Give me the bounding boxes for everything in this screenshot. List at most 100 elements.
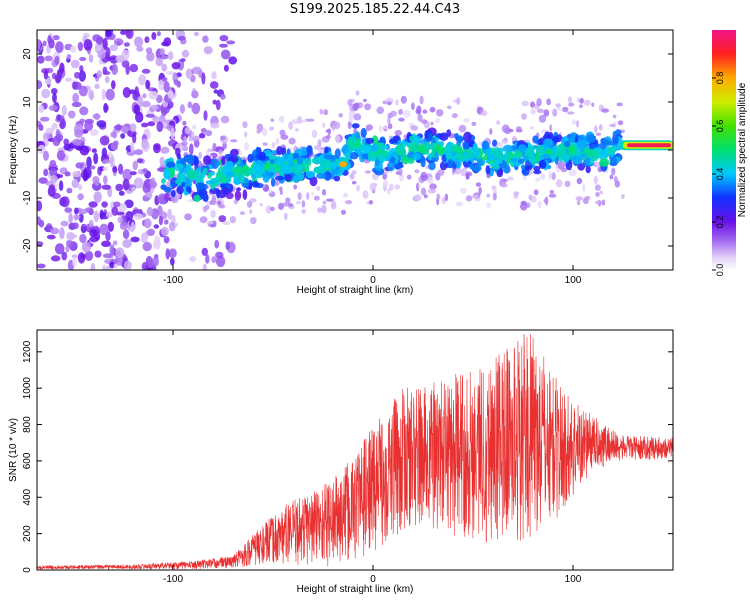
heatmap-cell bbox=[51, 122, 58, 130]
heatmap-cell bbox=[92, 181, 102, 191]
heatmap-cell bbox=[142, 168, 148, 173]
heatmap-y-axis: -20 -10 0 10 20 bbox=[22, 48, 673, 253]
heatmap-cell bbox=[236, 187, 241, 192]
heatmap-cell bbox=[64, 77, 73, 82]
heatmap-cell bbox=[576, 97, 580, 103]
heatmap-cell bbox=[79, 56, 87, 62]
heatmap-cell bbox=[192, 135, 200, 141]
heatmap-cell bbox=[472, 151, 478, 158]
heatmap-cell bbox=[131, 186, 136, 192]
heatmap-cell bbox=[333, 175, 341, 182]
heatmap-cell bbox=[162, 77, 168, 82]
snr-panel: -100 0 100 0 200 400 600 800 1000 1200 Height of… bbox=[8, 329, 674, 595]
heatmap-cell bbox=[147, 121, 156, 127]
heatmap-cell bbox=[583, 99, 591, 106]
heatmap-cell bbox=[99, 223, 109, 235]
heatmap-cell bbox=[423, 194, 428, 199]
heatmap-cell bbox=[133, 213, 143, 220]
heatmap-cell bbox=[295, 128, 299, 132]
heatmap-cell bbox=[496, 120, 501, 125]
heatmap-cell bbox=[239, 211, 246, 216]
heatmap-cell bbox=[115, 183, 124, 192]
heatmap-cell bbox=[234, 190, 242, 201]
heatmap-cell bbox=[244, 141, 249, 151]
heatmap-cell bbox=[269, 206, 275, 212]
snr-frame bbox=[36, 329, 674, 571]
heatmap-cell bbox=[134, 36, 144, 48]
heatmap-cell bbox=[283, 163, 288, 170]
heatmap-cell bbox=[435, 145, 446, 155]
heatmap-cell bbox=[56, 150, 66, 161]
heatmap-cell bbox=[212, 142, 217, 152]
heatmap-cell bbox=[460, 187, 467, 194]
heatmap-cell bbox=[94, 43, 100, 54]
heatmap-cell bbox=[119, 221, 128, 230]
heatmap-cell bbox=[170, 127, 175, 140]
heatmap-cell bbox=[41, 88, 51, 99]
heatmap-cell bbox=[256, 130, 261, 134]
heatmap-cell bbox=[579, 104, 583, 109]
heatmap-cell bbox=[562, 106, 569, 113]
heatmap-cell bbox=[265, 205, 272, 214]
heatmap-cell bbox=[560, 153, 571, 161]
heatmap-cell bbox=[177, 36, 186, 41]
heatmap-cell bbox=[56, 174, 63, 179]
heatmap-cell bbox=[207, 221, 214, 225]
heatmap-cell bbox=[500, 183, 508, 188]
y-tick-label: 1000 bbox=[22, 377, 33, 400]
heatmap-cell bbox=[242, 121, 248, 129]
heatmap-cell bbox=[323, 171, 332, 181]
heatmap-cell bbox=[142, 93, 147, 99]
colorbar-tick-label: 0.4 bbox=[715, 168, 725, 181]
heatmap-cell bbox=[493, 150, 504, 159]
heatmap-cell bbox=[153, 224, 159, 229]
heatmap-cell bbox=[88, 219, 94, 228]
heatmap-cell bbox=[253, 164, 262, 172]
heatmap-cell bbox=[209, 81, 219, 89]
heatmap-cell bbox=[168, 221, 176, 232]
heatmap-cell bbox=[144, 36, 150, 44]
heatmap-cell bbox=[59, 227, 65, 240]
heatmap-cell bbox=[104, 76, 110, 84]
heatmap-cell bbox=[416, 105, 422, 114]
heatmap-cell bbox=[72, 92, 80, 103]
heatmap-cell bbox=[143, 218, 152, 229]
heatmap-cell bbox=[189, 256, 197, 262]
heatmap-cell bbox=[270, 118, 275, 122]
heatmap-cell bbox=[439, 132, 449, 141]
heatmap-cell bbox=[567, 111, 575, 115]
heatmap-cell bbox=[387, 123, 393, 130]
heatmap-cell bbox=[212, 99, 218, 105]
heatmap-cell bbox=[379, 136, 386, 143]
heatmap-cell bbox=[101, 201, 108, 208]
heatmap-cell bbox=[295, 200, 301, 205]
heatmap-cell bbox=[245, 169, 250, 177]
heatmap-cell bbox=[313, 195, 320, 201]
heatmap-cell bbox=[64, 207, 73, 213]
heatmap-cell bbox=[37, 80, 43, 90]
heatmap-cell bbox=[510, 158, 518, 163]
heatmap-cell bbox=[111, 63, 118, 76]
heatmap-cell bbox=[406, 174, 412, 180]
heatmap-cell bbox=[193, 31, 199, 37]
heatmap-cell bbox=[334, 148, 341, 159]
heatmap-cell bbox=[186, 154, 195, 165]
heatmap-cell bbox=[237, 151, 243, 156]
heatmap-cell bbox=[109, 44, 118, 52]
heatmap-cell bbox=[557, 160, 566, 170]
heatmap-cell bbox=[226, 171, 234, 179]
heatmap-cell bbox=[389, 110, 397, 117]
heatmap-cell bbox=[109, 244, 115, 256]
heatmap-cell bbox=[271, 142, 276, 148]
heatmap-cell bbox=[123, 42, 130, 47]
heatmap-cell bbox=[305, 170, 316, 179]
heatmap-cell bbox=[445, 144, 454, 151]
heatmap-cell bbox=[182, 145, 189, 152]
heatmap-cell bbox=[101, 240, 111, 247]
heatmap-cell bbox=[251, 173, 256, 179]
heatmap-cell bbox=[481, 140, 490, 150]
heatmap-cell bbox=[92, 113, 101, 120]
heatmap-cell bbox=[609, 156, 617, 165]
heatmap-cell bbox=[140, 232, 149, 244]
heatmap-cell bbox=[317, 207, 322, 214]
